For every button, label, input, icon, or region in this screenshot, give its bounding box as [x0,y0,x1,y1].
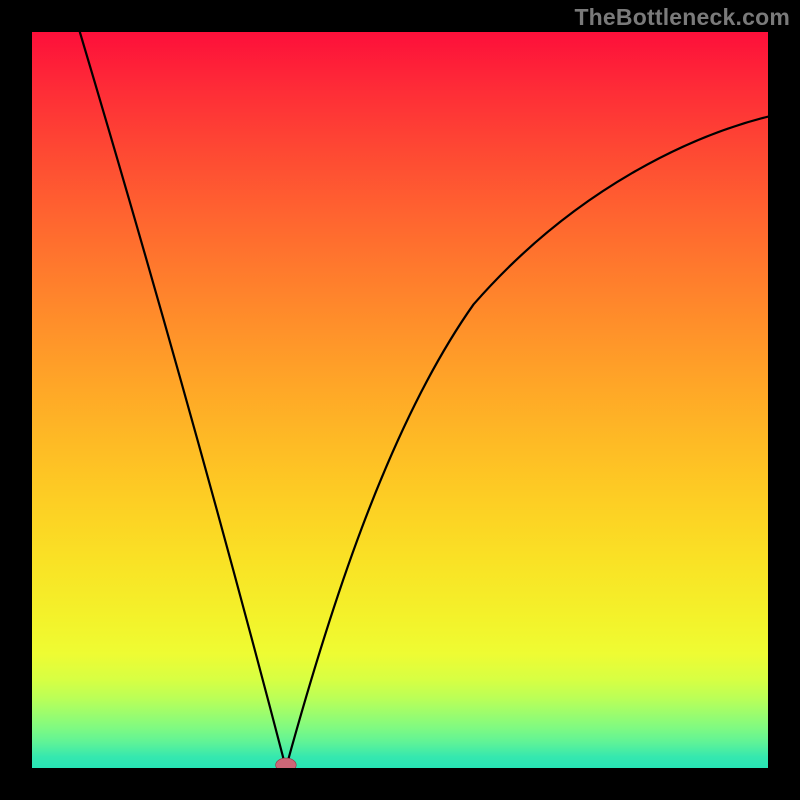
chart-container: TheBottleneck.com [0,0,800,800]
gradient-background [32,32,768,768]
watermark-text: TheBottleneck.com [574,4,790,31]
plot-area [32,32,768,768]
bottleneck-plot [32,32,768,768]
